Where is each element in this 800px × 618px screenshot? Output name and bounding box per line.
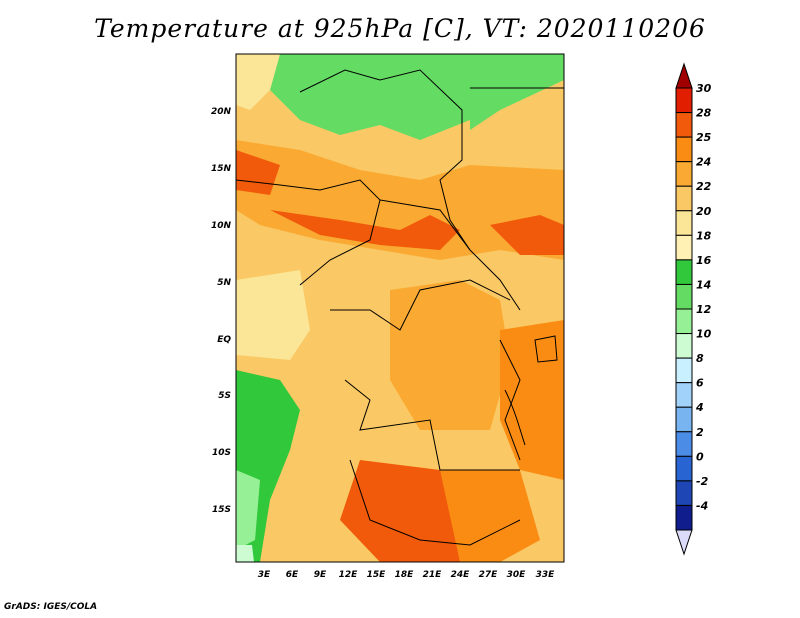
colorbar-label: 22 [696, 180, 712, 193]
colorbar-swatch [675, 210, 693, 236]
lon-label: 3E [258, 570, 271, 580]
colorbar-swatch [675, 455, 693, 482]
colorbar-label: 0 [696, 450, 704, 463]
lon-label: 6E [286, 570, 299, 580]
colorbar-label: 2 [696, 426, 704, 439]
colorbar-label: 4 [695, 401, 704, 414]
colorbar-swatch [675, 382, 693, 408]
colorbar-label: 28 [696, 107, 712, 120]
colorbar-label: 20 [696, 205, 712, 218]
lat-label: 15N [211, 164, 232, 174]
lon-label: 15E [367, 570, 387, 580]
colorbar [675, 62, 693, 556]
colorbar-label: 6 [696, 377, 704, 390]
colorbar-arrow-bottom [675, 529, 693, 556]
cool-region-north [270, 54, 470, 140]
colorbar-label: 14 [696, 278, 711, 291]
lon-label: 12E [339, 570, 359, 580]
lat-label: 15S [212, 505, 231, 515]
colorbar-swatch [675, 504, 693, 531]
colorbar-swatch [675, 357, 693, 384]
longitude-axis: 3E 6E 9E 12E 15E 18E 21E 24E 27E 30E 33E [258, 570, 555, 580]
colorbar-swatch [675, 406, 693, 433]
colorbar-swatch [675, 234, 693, 261]
lat-label: 10S [212, 448, 231, 458]
colorbar-label: 8 [696, 352, 704, 365]
colorbar-label: 25 [696, 131, 712, 144]
lon-label: 24E [451, 570, 471, 580]
lon-label: 21E [423, 570, 443, 580]
colorbar-label: 12 [696, 303, 712, 316]
colorbar-swatch [675, 283, 693, 310]
lat-label: 5N [217, 278, 231, 288]
warm-region-south [340, 460, 470, 562]
lon-label: 33E [536, 570, 556, 580]
colorbar-swatch [675, 185, 693, 212]
lat-label: 20N [211, 107, 232, 117]
map-title: Temperature at 925hPa [C], VT: 202011020… [94, 14, 706, 43]
colorbar-label: 10 [696, 328, 712, 341]
colorbar-swatch [675, 112, 693, 138]
colorbar-label: -2 [696, 475, 709, 488]
lon-label: 27E [479, 570, 499, 580]
lon-label: 9E [314, 570, 327, 580]
lon-label: 18E [395, 570, 415, 580]
colorbar-label: 16 [696, 254, 712, 267]
colorbar-swatch [675, 259, 693, 285]
colorbar-swatch [675, 333, 693, 359]
lat-label: 10N [211, 221, 232, 231]
colorbar-label: 18 [696, 229, 712, 242]
colorbar-swatch [675, 480, 693, 506]
colorbar-arrow-top [675, 62, 693, 89]
colorbar-swatch [675, 431, 693, 457]
colorbar-label: 24 [696, 156, 711, 169]
colorbar-swatch [675, 161, 693, 187]
grads-credit: GrADS: IGES/COLA [4, 602, 98, 612]
colorbar-swatch [675, 136, 693, 163]
latitude-axis: 20N 15N 10N 5N EQ 5S 10S 15S [211, 107, 232, 515]
colorbar-label: 30 [696, 82, 712, 95]
temperature-map [236, 54, 564, 562]
lat-label: EQ [217, 335, 231, 345]
colorbar-swatch [675, 308, 693, 335]
lat-label: 5S [218, 391, 231, 401]
colorbar-swatch [675, 87, 693, 114]
colorbar-label: -4 [696, 499, 708, 512]
lon-label: 30E [507, 570, 527, 580]
